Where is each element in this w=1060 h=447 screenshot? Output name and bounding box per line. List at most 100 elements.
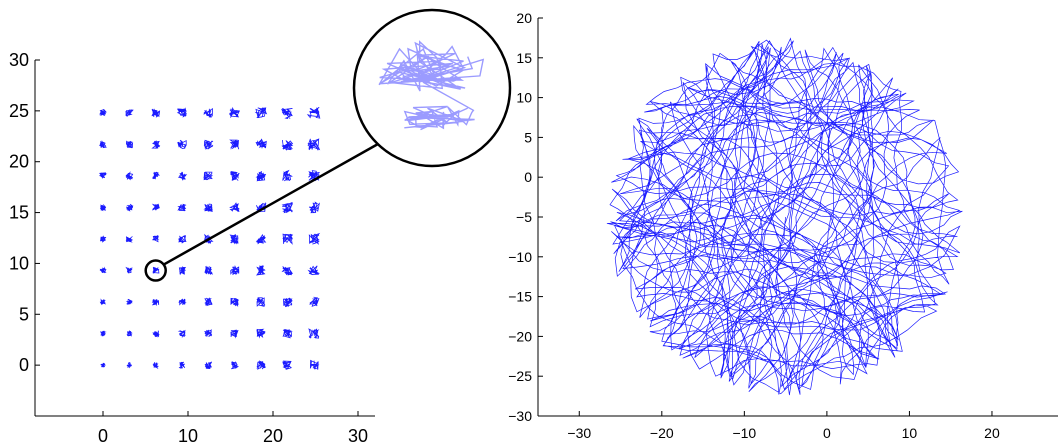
point-trajectory bbox=[307, 265, 320, 276]
x-tick-label: 10 bbox=[902, 425, 918, 441]
point-trajectory bbox=[282, 169, 293, 182]
point-trajectory bbox=[151, 140, 161, 150]
point-trajectory bbox=[203, 203, 213, 213]
point-trajectory bbox=[229, 139, 240, 150]
point-trajectory bbox=[125, 140, 134, 149]
point-trajectory bbox=[282, 360, 293, 370]
point-trajectory bbox=[255, 138, 267, 149]
point-trajectory bbox=[125, 236, 134, 243]
point-trajectory bbox=[308, 232, 321, 245]
point-trajectory bbox=[99, 235, 107, 243]
y-tick-label: 5 bbox=[19, 304, 29, 324]
point-trajectory bbox=[281, 266, 294, 276]
point-trajectory bbox=[126, 361, 133, 369]
zoom-connector bbox=[163, 142, 379, 266]
y-tick-label: 15 bbox=[516, 50, 532, 66]
point-trajectory bbox=[152, 362, 159, 370]
point-trajectory bbox=[99, 266, 107, 274]
point-trajectory bbox=[229, 234, 239, 245]
point-trajectory bbox=[204, 297, 213, 307]
point-trajectory bbox=[309, 296, 320, 307]
point-trajectory bbox=[152, 266, 160, 274]
point-trajectory bbox=[126, 203, 134, 212]
point-trajectory bbox=[203, 107, 214, 118]
point-trajectory bbox=[230, 171, 240, 181]
point-trajectory bbox=[204, 329, 213, 337]
point-trajectory bbox=[231, 361, 239, 370]
point-trajectory bbox=[256, 328, 266, 339]
point-trajectory bbox=[99, 203, 107, 212]
y-tick-label: 10 bbox=[516, 90, 532, 106]
x-tick-label: −30 bbox=[567, 425, 591, 441]
point-trajectory bbox=[177, 203, 187, 212]
y-tick-label: −20 bbox=[508, 328, 532, 344]
point-trajectory bbox=[281, 202, 293, 214]
point-trajectory bbox=[152, 330, 160, 338]
y-tick-label: −5 bbox=[516, 209, 532, 225]
zoom-inset bbox=[352, 8, 512, 168]
right-plot: −30 −25 −20 −15 −10 −5 0 5 10 15 20 −30 −20 −10 0 10 20 bbox=[508, 10, 1058, 441]
point-trajectory bbox=[203, 171, 213, 181]
point-trajectory bbox=[204, 265, 214, 275]
point-trajectory bbox=[256, 297, 266, 307]
y-tick-label: −25 bbox=[508, 368, 532, 384]
point-trajectory bbox=[100, 330, 107, 337]
x-tick-label: 10 bbox=[178, 426, 198, 446]
point-trajectory bbox=[177, 329, 186, 339]
point-trajectory bbox=[307, 138, 321, 151]
y-tick-label: 10 bbox=[9, 253, 29, 273]
point-trajectory bbox=[176, 107, 187, 118]
point-trajectory bbox=[178, 361, 186, 369]
x-tick-label: −20 bbox=[650, 425, 674, 441]
point-trajectory bbox=[230, 265, 240, 276]
point-trajectory bbox=[125, 298, 133, 305]
left-plot: 0 5 10 15 20 25 30 0 10 20 30 bbox=[9, 8, 512, 446]
point-trajectory bbox=[282, 297, 293, 308]
point-trajectory bbox=[178, 265, 187, 276]
point-trajectory bbox=[282, 329, 293, 339]
point-trajectory bbox=[256, 264, 266, 276]
point-trajectory bbox=[125, 109, 134, 117]
y-tick-label: 30 bbox=[9, 50, 29, 70]
point-trajectory bbox=[229, 202, 240, 212]
point-trajectory bbox=[228, 106, 241, 118]
point-trajectory bbox=[282, 233, 294, 245]
y-tick-label: 25 bbox=[9, 101, 29, 121]
point-trajectory bbox=[254, 107, 268, 119]
point-trajectory bbox=[98, 172, 108, 179]
series-line bbox=[606, 37, 963, 396]
point-trajectory bbox=[177, 235, 187, 244]
y-tick-label: −30 bbox=[508, 408, 532, 424]
point-trajectory bbox=[281, 139, 294, 151]
y-tick-label: 15 bbox=[9, 203, 29, 223]
point-trajectory bbox=[125, 171, 134, 181]
highlight-circle bbox=[144, 259, 167, 282]
y-tick-label: 20 bbox=[9, 152, 29, 172]
point-trajectory bbox=[204, 361, 213, 370]
point-trajectory bbox=[255, 233, 267, 245]
point-trajectory bbox=[308, 201, 320, 214]
point-trajectory bbox=[308, 328, 320, 340]
point-trajectory bbox=[203, 139, 214, 150]
zoom-trajectory bbox=[378, 40, 485, 131]
y-tick-label: 5 bbox=[524, 129, 532, 145]
y-tick-label: 20 bbox=[516, 10, 532, 26]
y-tick-label: 0 bbox=[19, 355, 29, 375]
y-tick-label: −10 bbox=[508, 249, 532, 265]
x-tick-label: −10 bbox=[732, 425, 756, 441]
point-trajectory bbox=[126, 330, 133, 337]
point-trajectory bbox=[100, 362, 106, 368]
point-trajectory bbox=[151, 108, 161, 118]
point-trajectory bbox=[306, 107, 321, 119]
point-trajectory bbox=[152, 234, 160, 243]
point-trajectory bbox=[177, 139, 187, 150]
point-trajectory bbox=[230, 297, 239, 307]
x-tick-label: 20 bbox=[263, 426, 283, 446]
point-trajectory bbox=[309, 359, 320, 370]
point-trajectory bbox=[98, 140, 108, 149]
point-trajectory bbox=[178, 298, 187, 306]
point-trajectory bbox=[256, 360, 266, 370]
x-tick-label: 20 bbox=[984, 425, 1000, 441]
point-trajectory bbox=[99, 109, 107, 117]
